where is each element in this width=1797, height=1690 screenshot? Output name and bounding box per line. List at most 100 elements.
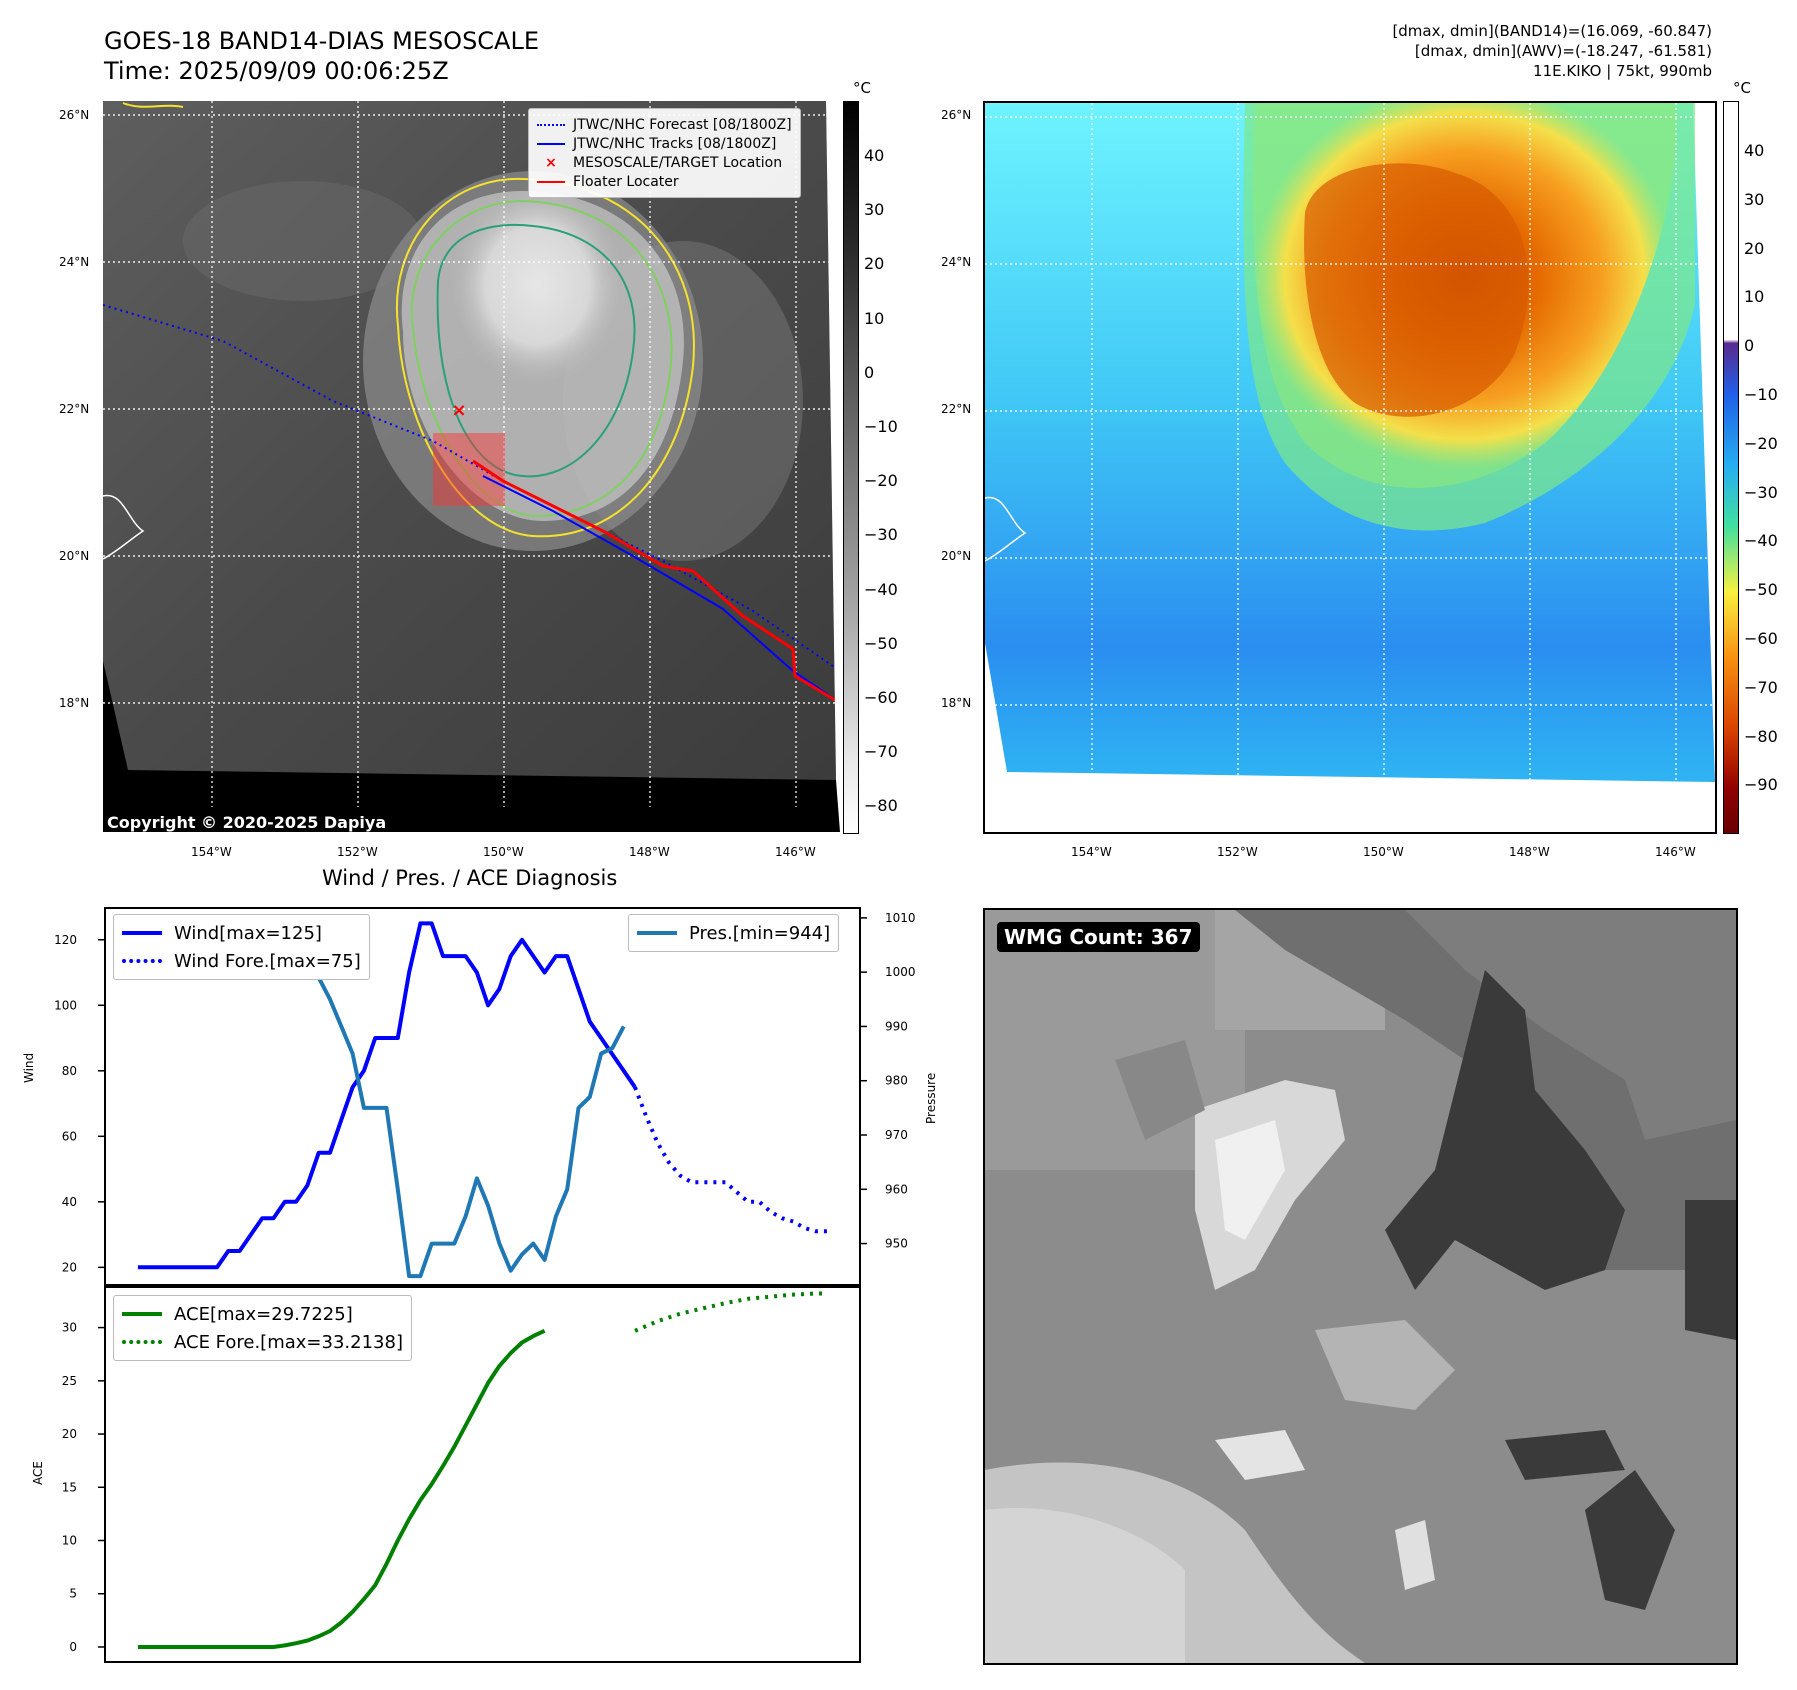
lon-label: 148°W	[629, 845, 670, 859]
ace-tick-label: 10	[62, 1534, 77, 1548]
legend-wind-fore: Wind Fore.[max=75]	[122, 947, 361, 975]
colorbar-tick-label: −50	[1744, 580, 1778, 600]
ace-tick-label: 30	[62, 1321, 77, 1335]
colorbar-tick-label: −50	[864, 633, 898, 653]
ace-axis-label: ACE	[31, 1461, 45, 1485]
dotted-line-icon	[122, 1340, 162, 1344]
colorbar-tick-label: −40	[864, 579, 898, 599]
ace-tick-label: 20	[62, 1427, 77, 1441]
wind-line	[137, 921, 637, 1270]
pressure-tick-label: 1000	[885, 965, 916, 979]
lat-label: 24°N	[59, 255, 90, 269]
legend-ace-fore: ACE Fore.[max=33.2138]	[122, 1328, 403, 1356]
solid-line-icon	[122, 931, 162, 935]
colorbar-gray	[843, 101, 859, 834]
wind-tick-label: 20	[62, 1260, 77, 1274]
colorbar-tick-label: 30	[864, 200, 885, 220]
colorbar-unit: °C	[1733, 79, 1751, 97]
colorbar-tick-label: −10	[864, 417, 898, 436]
ace-line	[137, 1328, 546, 1649]
pressure-tick-label: 990	[885, 1019, 908, 1033]
lon-label: 150°W	[1363, 845, 1404, 859]
colorbar-tick-label: −20	[1744, 433, 1778, 453]
pressure-axis-label: Pressure	[924, 1072, 938, 1124]
ace-tick-label: 0	[69, 1640, 77, 1654]
ir-map-panel: ×	[103, 101, 840, 832]
colorbar-tick-label: −30	[1744, 482, 1778, 502]
legend-target: × MESOSCALE/TARGET Location	[537, 153, 792, 172]
lon-label: 154°W	[1071, 845, 1112, 859]
chart-title: GOES-18 BAND14-DIAS MESOSCALE	[104, 27, 540, 55]
colorbar-tick-label: −90	[1744, 775, 1778, 795]
dotted-line-icon	[122, 959, 162, 963]
lon-label: 154°W	[191, 845, 232, 859]
lat-label: 20°N	[59, 549, 90, 563]
colorbar-tick-label: −10	[1744, 385, 1778, 404]
lon-label: 150°W	[483, 845, 524, 859]
wind-tick-label: 60	[62, 1129, 77, 1143]
lat-label: 26°N	[941, 108, 972, 122]
pressure-tick-label: 1010	[885, 911, 916, 925]
color-map-panel	[983, 101, 1717, 834]
legend-floater: Floater Locater	[537, 172, 792, 191]
colorbar-tick-label: 40	[1744, 141, 1765, 160]
wmg-panel: WMG Count: 367	[983, 908, 1738, 1665]
wind-tick-label: 120	[54, 933, 77, 947]
svg-text:×: ×	[451, 400, 466, 421]
wind-tick-label: 40	[62, 1195, 77, 1209]
wind-tick-label: 100	[54, 998, 77, 1012]
band14-stats: [dmax, dmin](BAND14)=(16.069, -60.847)	[1392, 22, 1712, 40]
ace-forecast-line	[634, 1291, 828, 1333]
colorbar-tick-label: −60	[1744, 629, 1778, 648]
ace-legend: ACE[max=29.7225] ACE Fore.[max=33.2138]	[113, 1295, 412, 1361]
pressure-tick-label: 950	[885, 1237, 908, 1251]
map-legend: JTWC/NHC Forecast [08/1800Z] JTWC/NHC Tr…	[528, 108, 801, 198]
colorbar-tick-label: −30	[864, 525, 898, 545]
solid-line-icon	[537, 180, 565, 183]
colorbar-tick-label: 20	[864, 254, 885, 274]
colorbar-tick-label: 10	[1744, 287, 1765, 307]
pressure-tick-label: 980	[885, 1074, 908, 1088]
wind-legend: Wind[max=125] Wind Fore.[max=75]	[113, 914, 370, 980]
ace-plot-frame	[104, 1284, 861, 1663]
colorbar-tick-label: 20	[1744, 238, 1765, 258]
colorbar-tick-label: −80	[864, 796, 898, 816]
lat-label: 20°N	[941, 549, 972, 563]
dotted-line-icon	[537, 123, 565, 126]
legend-tracks: JTWC/NHC Tracks [08/1800Z]	[537, 134, 792, 153]
wind-plot-frame	[104, 907, 861, 1288]
legend-ace: ACE[max=29.7225]	[122, 1300, 403, 1328]
colorbar-tick-label: −80	[1744, 726, 1778, 746]
colorbar-tick-label: −70	[864, 742, 898, 762]
diagnosis-title: Wind / Pres. / ACE Diagnosis	[322, 866, 618, 890]
diagnosis-chart: 20 40 60 80 100 120 950 960 970 980 990 1000 1010 0 5 1…	[54, 907, 916, 1664]
wmg-image	[985, 910, 1736, 1663]
lon-label: 146°W	[775, 845, 816, 859]
pressure-legend: Pres.[min=944]	[628, 914, 840, 952]
lat-label: 22°N	[941, 402, 972, 416]
pressure-tick-label: 960	[885, 1182, 908, 1196]
copyright-text: Copyright © 2020-2025 Dapiya	[107, 813, 387, 832]
timestamp: Time: 2025/09/09 00:06:25Z	[104, 57, 449, 85]
colorbar-tick-label: 0	[864, 362, 875, 382]
colorbar-tick-label: 40	[864, 146, 885, 165]
wmg-count-badge: WMG Count: 367	[997, 922, 1200, 952]
colorbar-tick-label: −40	[1744, 531, 1778, 551]
solid-line-icon	[122, 1312, 162, 1316]
ace-tick-label: 5	[69, 1587, 77, 1601]
wind-forecast-line	[633, 1086, 828, 1234]
colorbar-tick-label: 30	[1744, 189, 1765, 209]
ir-map: ×	[103, 101, 840, 832]
pressure-tick-label: 970	[885, 1128, 908, 1142]
lon-label: 152°W	[337, 845, 378, 859]
lat-label: 24°N	[941, 255, 972, 269]
diagnosis-svg: 20 40 60 80 100 120 950 960 970 980 990 1000 1010 0 5 1…	[54, 907, 916, 1663]
colorbar-tick-label: −70	[1744, 677, 1778, 697]
legend-forecast: JTWC/NHC Forecast [08/1800Z]	[537, 115, 792, 134]
lat-label: 26°N	[59, 108, 90, 122]
awv-stats: [dmax, dmin](AWV)=(-18.247, -61.581)	[1414, 42, 1712, 60]
colorbar-tick-label: 10	[864, 308, 885, 328]
legend-pres: Pres.[min=944]	[637, 919, 830, 947]
marker-line-icon	[537, 142, 565, 145]
ace-tick-label: 15	[62, 1480, 77, 1494]
